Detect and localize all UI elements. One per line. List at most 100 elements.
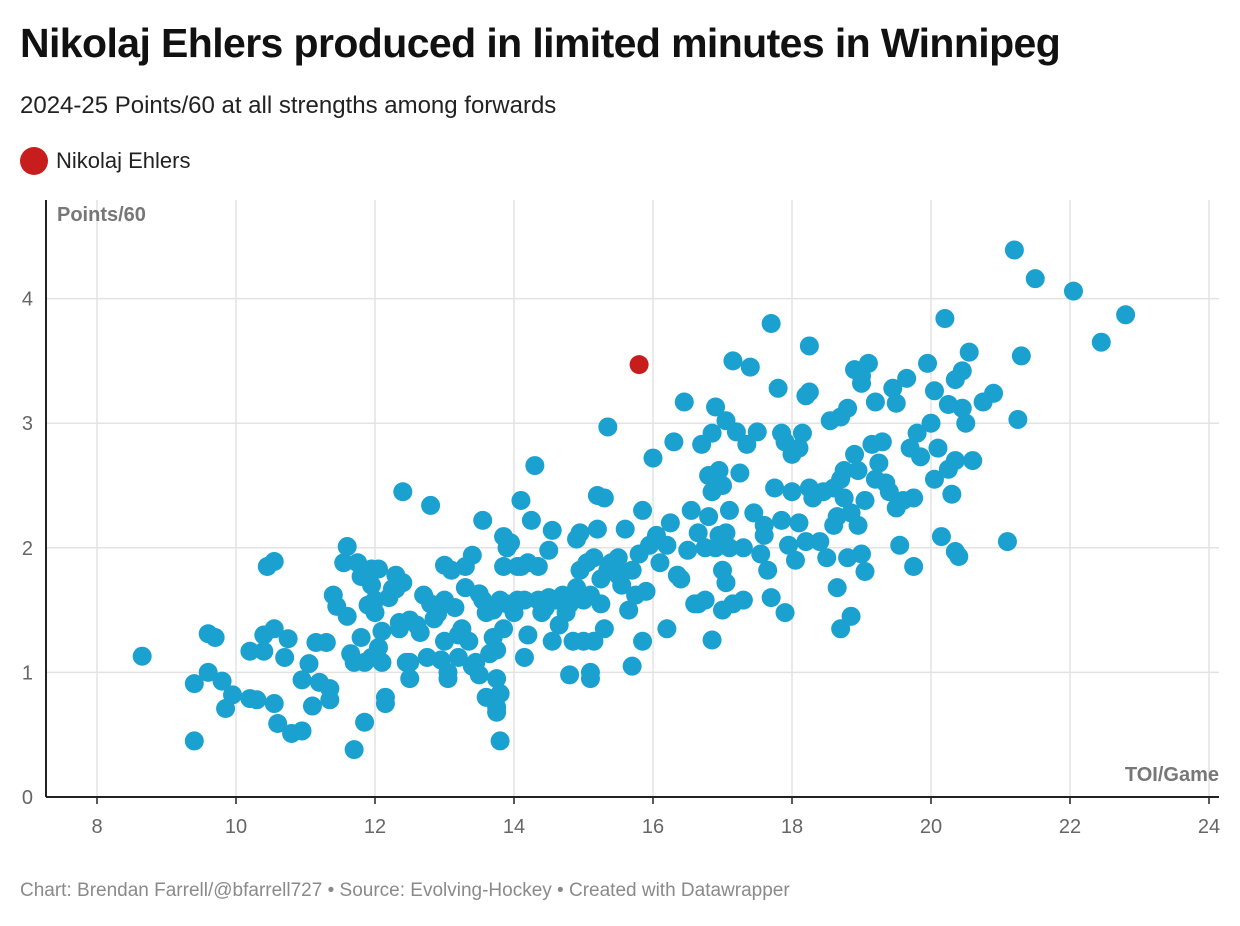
data-point — [681, 500, 701, 520]
highlight-point-ehlers — [629, 355, 649, 375]
data-point — [782, 482, 802, 502]
data-point — [1025, 269, 1045, 289]
data-point — [695, 590, 715, 610]
data-point — [344, 740, 364, 760]
data-point — [400, 652, 420, 672]
data-point — [580, 669, 600, 689]
data-point — [733, 590, 753, 610]
data-point — [744, 503, 764, 523]
data-point — [247, 690, 267, 710]
data-point — [1004, 240, 1024, 260]
data-point — [730, 463, 750, 483]
data-point — [671, 569, 691, 589]
data-point — [751, 544, 771, 564]
data-point — [733, 538, 753, 558]
data-point — [337, 606, 357, 626]
data-point — [706, 397, 726, 417]
data-point — [660, 513, 680, 533]
data-point — [765, 478, 785, 498]
x-tick-label: 22 — [1059, 816, 1081, 838]
axes — [45, 200, 1219, 804]
data-point — [393, 482, 413, 502]
x-tick-label: 16 — [642, 816, 664, 838]
data-point — [775, 603, 795, 623]
data-point — [904, 488, 924, 508]
chart-title: Nikolaj Ehlers produced in limited minut… — [20, 20, 1061, 66]
data-point — [726, 422, 746, 442]
data-point — [768, 378, 788, 398]
data-point — [911, 447, 931, 467]
data-point — [264, 552, 284, 572]
y-tick-label: 0 — [22, 787, 33, 809]
data-point — [132, 646, 152, 666]
data-point — [834, 488, 854, 508]
data-point — [702, 423, 722, 443]
data-point — [539, 540, 559, 560]
data-point — [848, 461, 868, 481]
data-point — [633, 631, 653, 651]
x-tick-label: 12 — [364, 816, 386, 838]
data-point — [796, 532, 816, 552]
data-point — [525, 456, 545, 476]
data-point — [542, 631, 562, 651]
source-note: Chart: Brendan Farrell/@bfarrell727 • So… — [20, 880, 790, 901]
data-point — [959, 342, 979, 362]
data-point — [643, 448, 663, 468]
data-point — [514, 647, 534, 667]
x-tick-label: 24 — [1198, 816, 1220, 838]
data-point — [1091, 332, 1111, 352]
data-point — [636, 581, 656, 601]
data-point — [657, 535, 677, 555]
data-point — [858, 353, 878, 373]
data-point — [872, 432, 892, 452]
data-point — [487, 640, 507, 660]
data-point — [299, 654, 319, 674]
data-point — [368, 637, 388, 657]
data-point — [886, 393, 906, 413]
y-tick-label: 4 — [22, 289, 33, 311]
data-point — [608, 548, 628, 568]
data-point — [490, 684, 510, 704]
data-point — [372, 652, 392, 672]
data-point — [855, 561, 875, 581]
data-point — [852, 544, 871, 564]
data-point — [362, 575, 382, 595]
data-point — [817, 548, 837, 568]
data-point — [761, 314, 781, 334]
data-point — [650, 553, 670, 573]
data-point — [761, 588, 781, 608]
x-tick-label: 18 — [781, 816, 803, 838]
data-point — [799, 336, 819, 356]
data-point — [838, 398, 858, 418]
data-point — [702, 630, 722, 650]
data-point — [935, 309, 955, 329]
data-point — [365, 603, 385, 623]
legend: Nikolaj Ehlers — [20, 147, 191, 175]
data-point — [921, 413, 941, 433]
data-point — [792, 423, 812, 443]
data-point — [278, 629, 298, 649]
data-point — [956, 413, 976, 433]
data-point — [184, 674, 204, 694]
data-point — [869, 453, 889, 473]
data-point — [904, 556, 924, 576]
data-point — [598, 417, 618, 437]
data-point — [264, 619, 284, 639]
data-point — [184, 731, 204, 751]
data-point — [570, 523, 590, 543]
data-point — [490, 731, 510, 751]
data-point — [400, 669, 420, 689]
data-points — [132, 240, 1136, 760]
data-point — [945, 451, 965, 471]
data-point — [883, 378, 903, 398]
data-point — [1008, 409, 1028, 429]
data-point — [657, 619, 677, 639]
data-point — [421, 495, 441, 515]
legend-swatch — [20, 147, 48, 175]
data-point — [674, 392, 694, 412]
data-point — [879, 482, 899, 502]
y-tick-label: 1 — [22, 662, 33, 684]
data-point — [292, 721, 312, 741]
